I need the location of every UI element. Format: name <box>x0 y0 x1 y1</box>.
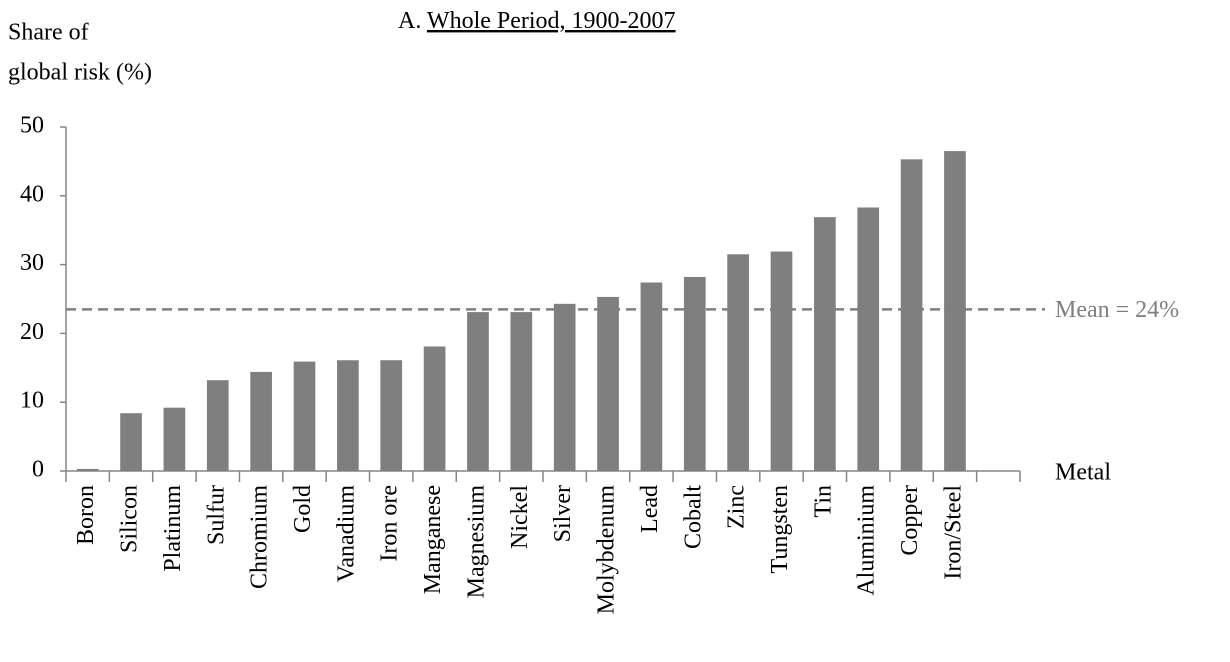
bar <box>163 407 186 471</box>
x-tick-label: Iron/Steel <box>940 485 966 580</box>
y-tick-label: 30 <box>20 250 44 276</box>
y-tick-label: 20 <box>20 319 44 345</box>
bar <box>857 207 880 471</box>
x-tick-label: Copper <box>897 485 923 556</box>
y-axis-label: global risk (%) <box>8 60 152 86</box>
x-tick-label: Nickel <box>507 485 533 549</box>
bar <box>770 251 793 471</box>
bar <box>510 312 533 471</box>
x-tick-label: Boron <box>73 485 99 545</box>
bar <box>553 303 576 471</box>
mean-label: Mean = 24% <box>1055 297 1179 323</box>
x-tick-label: Platinum <box>160 485 186 572</box>
y-tick-label: 0 <box>32 457 44 483</box>
bar <box>206 380 229 471</box>
bar <box>380 360 403 471</box>
bar <box>683 276 706 471</box>
title-text: Whole Period, 1900-2007 <box>427 8 676 34</box>
bar <box>293 361 316 471</box>
bar <box>597 296 619 471</box>
bar <box>423 346 446 471</box>
x-tick-label: Aluminium <box>854 485 880 596</box>
bar <box>120 413 142 471</box>
x-tick-label: Silver <box>550 485 576 542</box>
x-tick-label: Iron ore <box>377 485 403 562</box>
x-tick-label: Silicon <box>117 485 143 553</box>
bar <box>467 312 489 471</box>
x-tick-label: Magnesium <box>463 485 489 599</box>
bar <box>900 159 923 471</box>
x-tick-label: Sulfur <box>203 485 229 545</box>
x-tick-label: Manganese <box>420 485 446 594</box>
x-axis-label: Metal <box>1055 460 1111 486</box>
x-tick-label: Gold <box>290 485 316 533</box>
x-tick-label: Chromium <box>247 485 273 589</box>
bar <box>944 151 966 471</box>
bar <box>76 468 99 471</box>
y-axis-label: Share of <box>8 20 89 46</box>
x-tick-label: Tin <box>810 485 836 517</box>
x-tick-label: Zinc <box>724 485 750 529</box>
x-tick-label: Cobalt <box>680 485 706 549</box>
bar <box>814 217 836 471</box>
y-tick-label: 10 <box>20 388 44 414</box>
bar <box>640 282 663 471</box>
y-tick-label: 40 <box>20 181 44 207</box>
bar <box>727 254 749 471</box>
panel-label: A. <box>398 8 421 34</box>
x-tick-label: Tungsten <box>767 485 793 573</box>
y-tick-label: 50 <box>20 113 44 139</box>
x-tick-label: Molybdenum <box>594 485 620 615</box>
bar <box>250 371 272 471</box>
x-tick-label: Vanadium <box>333 485 359 583</box>
x-tick-label: Lead <box>637 485 663 533</box>
chart-title: A. Whole Period, 1900-2007 <box>398 8 676 34</box>
bar <box>337 360 359 471</box>
